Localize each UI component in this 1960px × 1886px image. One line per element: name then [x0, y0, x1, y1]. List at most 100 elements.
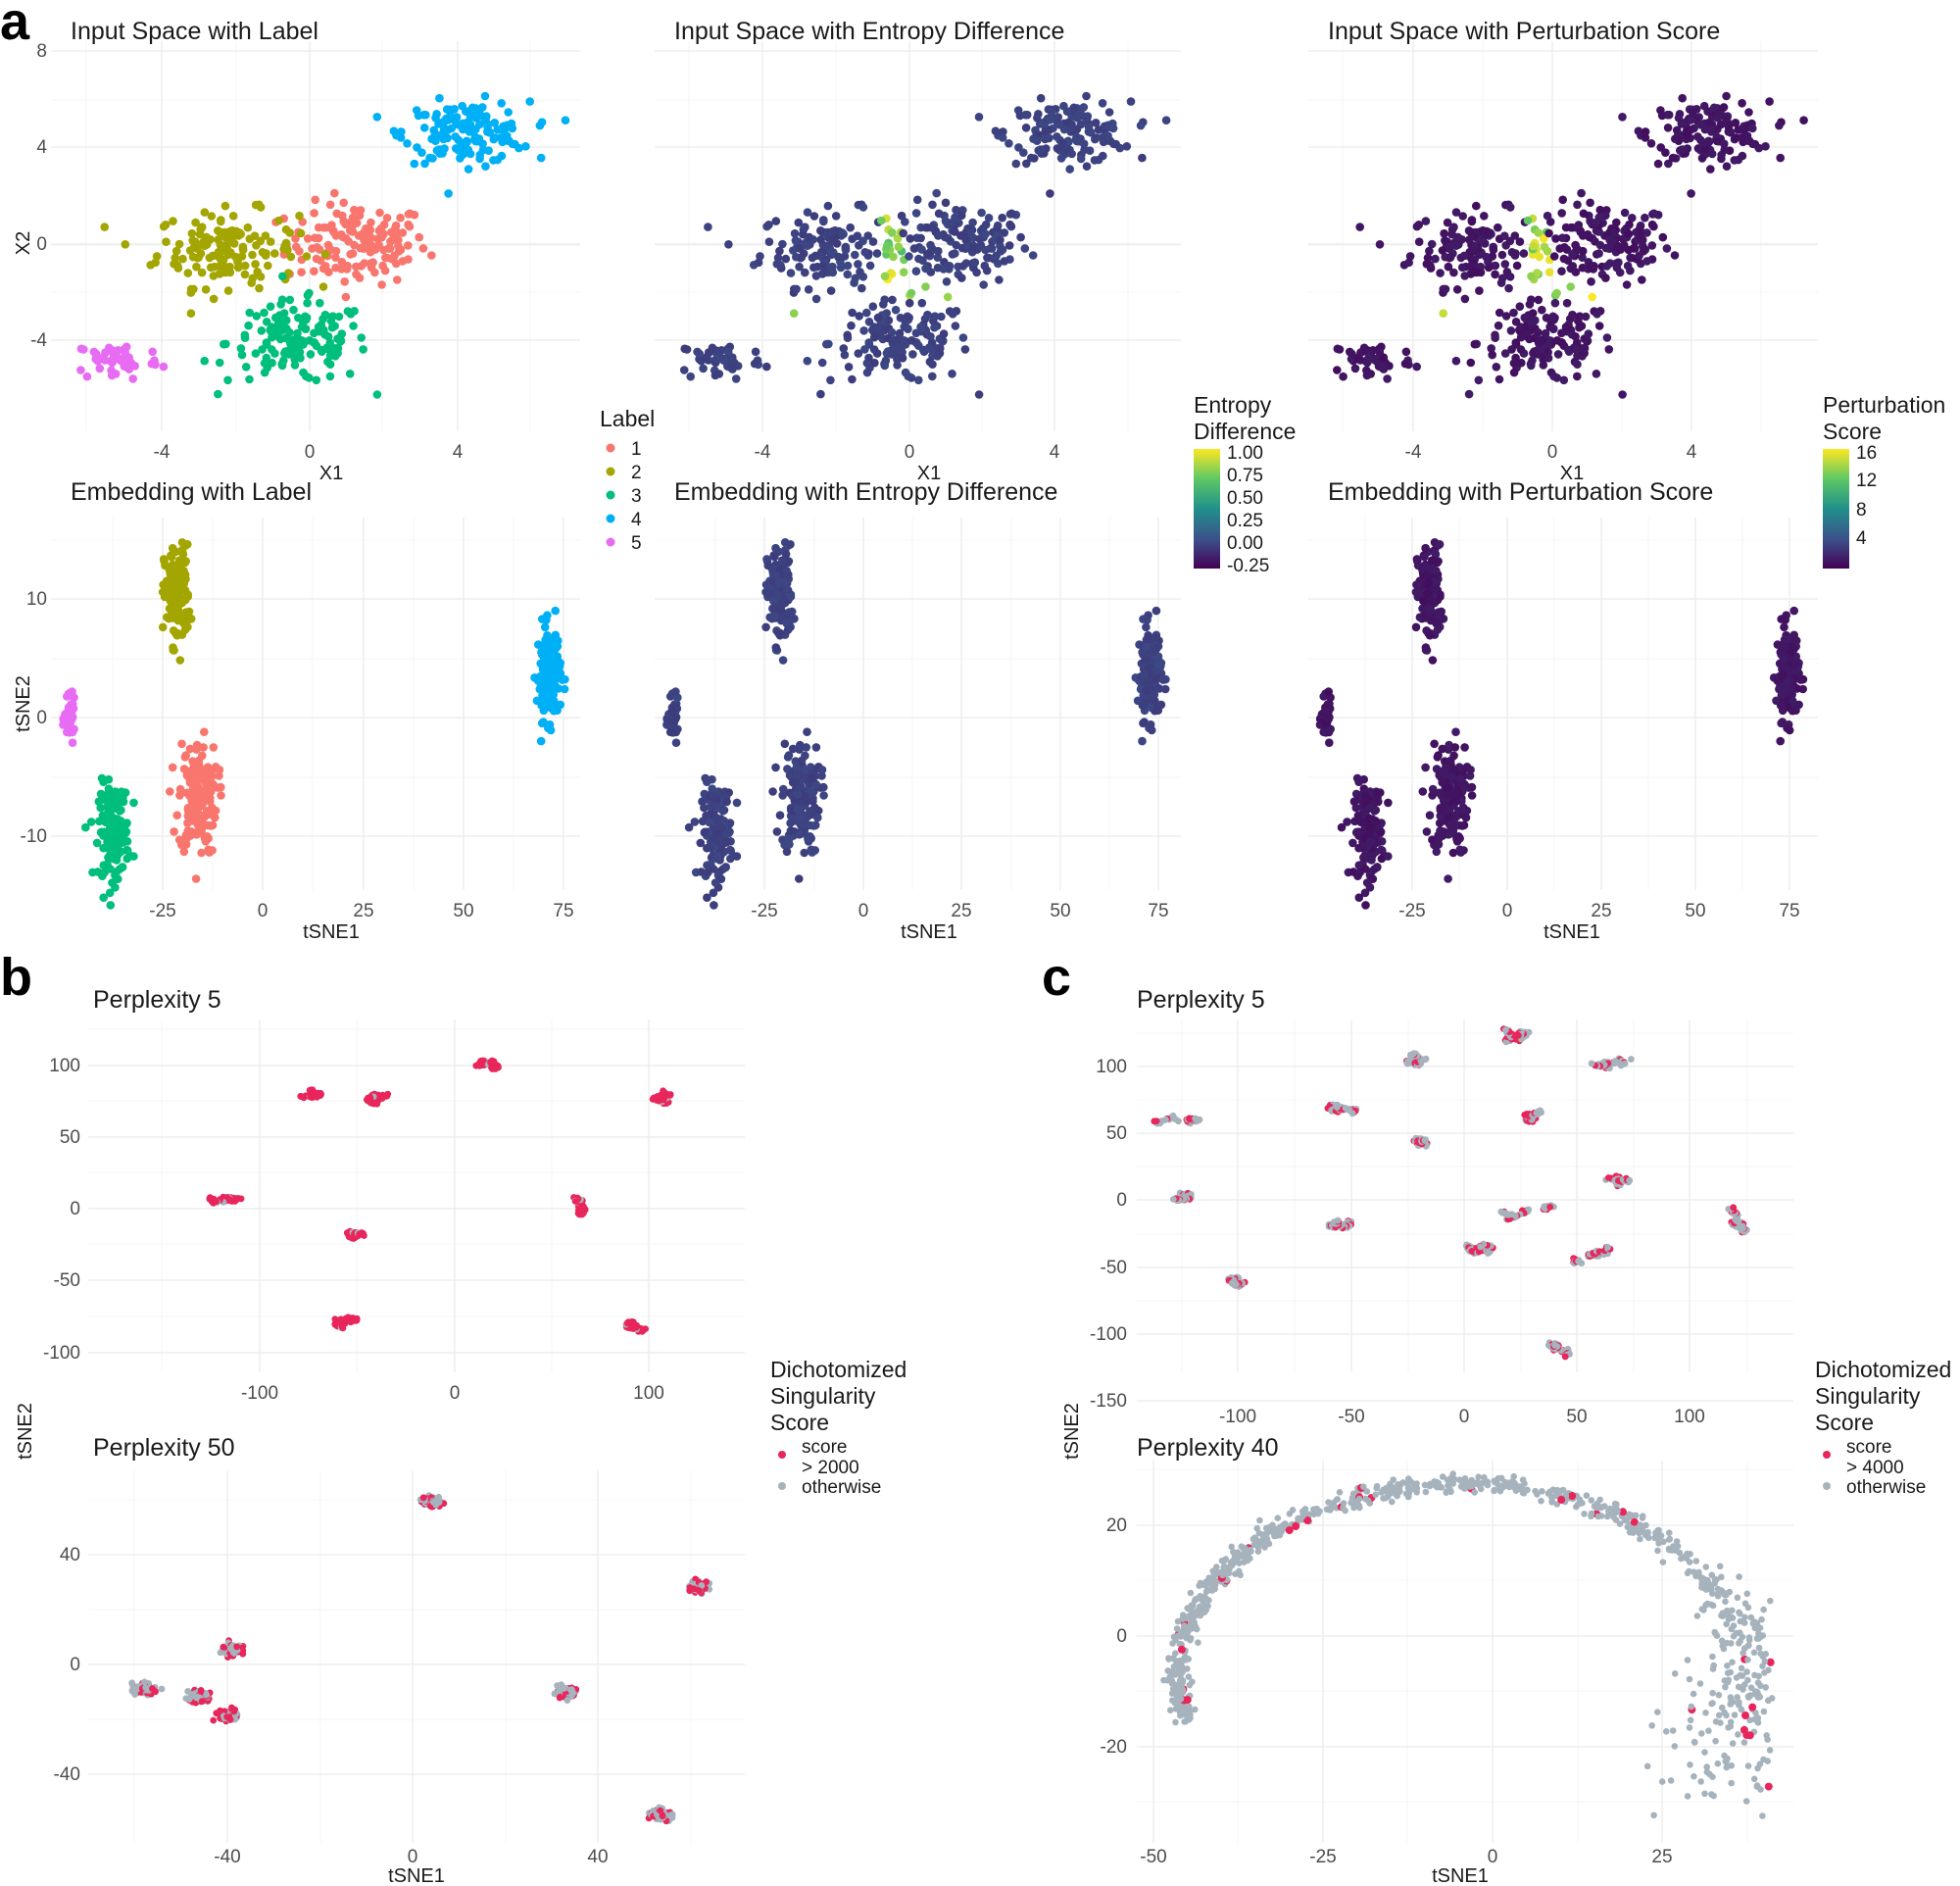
x-tick-label: 25: [951, 901, 971, 921]
data-point: [456, 154, 465, 163]
data-point: [939, 329, 949, 338]
data-point: [379, 220, 389, 229]
data-point: [381, 253, 390, 263]
data-point: [118, 863, 127, 871]
data-point: [793, 805, 803, 815]
data-point: [1494, 223, 1502, 232]
data-point: [99, 893, 108, 902]
data-point: [82, 372, 92, 381]
data-point: [217, 782, 225, 792]
data-point: [965, 229, 975, 238]
data-point: [937, 312, 946, 322]
data-point: [142, 1684, 150, 1692]
data-point: [141, 1678, 148, 1686]
x-tick-label: 0: [905, 442, 915, 463]
data-point: [771, 571, 781, 580]
data-point: [159, 362, 169, 372]
data-point: [958, 262, 967, 271]
data-point: [957, 273, 966, 282]
data-point: [1504, 283, 1513, 293]
data-point: [284, 350, 294, 359]
data-point: [784, 751, 794, 760]
data-point: [466, 149, 475, 159]
data-point: [1505, 236, 1515, 246]
data-point: [934, 209, 944, 219]
data-point: [1605, 235, 1614, 244]
plot-a6: Embedding with Perturbation Score -25 0 …: [1308, 478, 1818, 943]
data-point: [1568, 249, 1577, 259]
data-point: [68, 738, 77, 747]
data-point: [403, 139, 412, 148]
data-point: [665, 727, 675, 737]
data-point: [725, 845, 735, 855]
data-point: [444, 116, 453, 124]
data-point: [1791, 706, 1800, 715]
data-point: [858, 203, 868, 212]
data-point: [1451, 797, 1461, 806]
data-point: [514, 143, 523, 153]
data-point: [315, 323, 323, 332]
data-point: [1457, 821, 1467, 830]
data-point: [1512, 261, 1522, 271]
data-point: [446, 107, 455, 117]
data-point: [558, 675, 567, 684]
data-point: [404, 241, 413, 250]
data-point: [862, 368, 872, 377]
data-point: [703, 777, 711, 786]
data-point: [1662, 244, 1672, 253]
data-point: [1668, 153, 1678, 163]
data-point: [331, 246, 341, 256]
data-point: [1373, 863, 1382, 871]
data-point: [207, 821, 216, 830]
data-point: [1446, 253, 1455, 262]
data-point: [1108, 124, 1118, 133]
data-point: [802, 743, 810, 752]
data-point: [1375, 347, 1385, 357]
data-point: [490, 133, 500, 142]
data-point: [810, 846, 819, 855]
data-point: [178, 254, 187, 264]
data-point: [296, 354, 305, 363]
data-point: [103, 843, 113, 853]
data-point: [911, 267, 921, 276]
data-point: [854, 349, 863, 358]
data-point: [116, 356, 125, 365]
data-point: [1362, 878, 1372, 887]
data-point: [334, 312, 344, 322]
data-point: [1492, 363, 1501, 372]
data-point: [1352, 827, 1361, 837]
data-point: [859, 326, 868, 335]
data-point: [167, 612, 176, 621]
data-point: [1384, 798, 1393, 808]
data-point: [419, 110, 428, 120]
points-layer: [59, 538, 569, 910]
data-point: [238, 242, 248, 252]
data-point: [1579, 209, 1589, 219]
data-point: [1540, 242, 1549, 252]
data-point: [1494, 321, 1503, 330]
data-point: [816, 235, 825, 244]
data-point: [396, 133, 406, 142]
x-tick-label: 25: [1591, 901, 1611, 921]
data-point: [952, 240, 960, 250]
data-point: [1709, 103, 1719, 113]
data-point: [237, 350, 247, 360]
data-point: [1365, 821, 1374, 830]
data-point: [1738, 151, 1747, 161]
data-point: [1098, 99, 1107, 108]
data-point: [1464, 226, 1474, 235]
colorbar-tick: 0.50: [1227, 488, 1263, 509]
data-point: [393, 275, 402, 284]
data-point: [311, 195, 320, 205]
data-point: [1470, 339, 1480, 349]
data-point: [350, 205, 359, 215]
data-point: [268, 323, 276, 331]
data-point: [415, 232, 424, 242]
data-point: [306, 350, 316, 359]
x-tick-label: 0: [305, 442, 316, 463]
data-point: [1476, 268, 1486, 277]
data-point: [191, 874, 201, 883]
data-point: [1447, 229, 1456, 239]
data-point: [1362, 371, 1372, 380]
data-point: [220, 201, 230, 211]
